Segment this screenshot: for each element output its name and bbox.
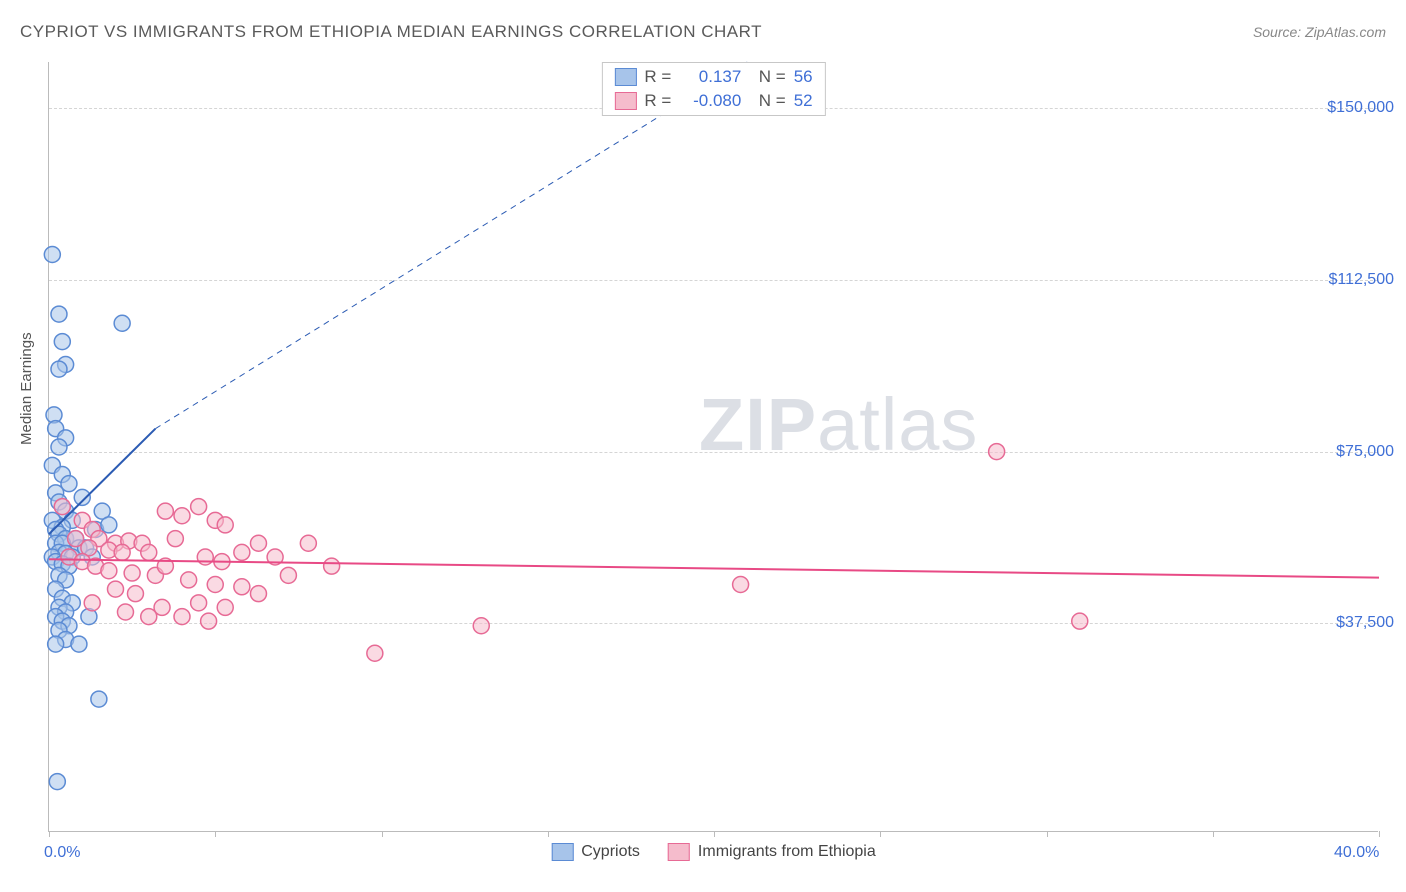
- data-point: [101, 563, 117, 579]
- r-value: -0.080: [679, 91, 741, 111]
- legend-label: Immigrants from Ethiopia: [698, 843, 876, 861]
- data-point: [141, 544, 157, 560]
- data-point: [191, 595, 207, 611]
- legend-swatch: [614, 68, 636, 86]
- data-point: [174, 609, 190, 625]
- data-point: [44, 247, 60, 263]
- data-point: [117, 604, 133, 620]
- data-point: [71, 636, 87, 652]
- data-point: [733, 577, 749, 593]
- data-point: [84, 595, 100, 611]
- n-label: N =: [749, 67, 785, 87]
- data-point: [300, 535, 316, 551]
- trend-line: [49, 559, 1379, 577]
- x-tick-label: 40.0%: [1334, 844, 1379, 862]
- data-point: [280, 567, 296, 583]
- r-label: R =: [644, 67, 671, 87]
- data-point: [234, 544, 250, 560]
- r-label: R =: [644, 91, 671, 111]
- data-point: [217, 517, 233, 533]
- chart-title: CYPRIOT VS IMMIGRANTS FROM ETHIOPIA MEDI…: [20, 22, 762, 42]
- r-value: 0.137: [679, 67, 741, 87]
- data-point: [157, 503, 173, 519]
- data-point: [54, 334, 70, 350]
- legend-swatch: [668, 843, 690, 861]
- data-point: [114, 315, 130, 331]
- data-point: [473, 618, 489, 634]
- data-point: [181, 572, 197, 588]
- y-tick-label: $37,500: [1336, 614, 1394, 632]
- data-point: [191, 499, 207, 515]
- x-tick-label: 0.0%: [44, 844, 80, 862]
- legend-row: R = 0.137 N = 56: [602, 65, 824, 89]
- x-tick: [215, 831, 216, 837]
- data-point: [124, 565, 140, 581]
- data-point: [91, 691, 107, 707]
- y-tick-label: $150,000: [1327, 99, 1394, 117]
- legend-item: Immigrants from Ethiopia: [668, 843, 876, 861]
- y-tick-label: $75,000: [1336, 443, 1394, 461]
- y-axis-label: Median Earnings: [18, 332, 35, 445]
- data-point: [167, 531, 183, 547]
- n-label: N =: [749, 91, 785, 111]
- n-value: 52: [794, 91, 813, 111]
- legend-item: Cypriots: [551, 843, 640, 861]
- n-value: 56: [794, 67, 813, 87]
- x-tick: [382, 831, 383, 837]
- scatter-svg: [49, 62, 1378, 831]
- x-tick: [880, 831, 881, 837]
- data-point: [217, 599, 233, 615]
- data-point: [51, 306, 67, 322]
- data-point: [108, 581, 124, 597]
- data-point: [48, 636, 64, 652]
- data-point: [250, 535, 266, 551]
- y-tick-label: $112,500: [1328, 271, 1394, 289]
- data-point: [324, 558, 340, 574]
- data-point: [367, 645, 383, 661]
- x-tick: [548, 831, 549, 837]
- data-point: [207, 577, 223, 593]
- data-point: [989, 444, 1005, 460]
- series-legend: Cypriots Immigrants from Ethiopia: [551, 843, 876, 861]
- correlation-legend: R = 0.137 N = 56 R = -0.080 N = 52: [601, 62, 825, 116]
- x-tick: [1379, 831, 1380, 837]
- legend-swatch: [551, 843, 573, 861]
- data-point: [1072, 613, 1088, 629]
- data-point: [54, 499, 70, 515]
- data-point: [114, 544, 130, 560]
- chart-source: Source: ZipAtlas.com: [1253, 24, 1386, 40]
- data-point: [141, 609, 157, 625]
- data-point: [127, 586, 143, 602]
- data-point: [101, 517, 117, 533]
- data-point: [174, 508, 190, 524]
- data-point: [49, 774, 65, 790]
- data-point: [234, 579, 250, 595]
- trend-extrapolation: [155, 62, 747, 429]
- data-point: [201, 613, 217, 629]
- x-tick: [1047, 831, 1048, 837]
- legend-label: Cypriots: [581, 843, 640, 861]
- x-tick: [1213, 831, 1214, 837]
- legend-swatch: [614, 92, 636, 110]
- x-tick: [49, 831, 50, 837]
- plot-area: ZIPatlas R =0.137 N =56R =-0.080 N =52 C…: [48, 62, 1378, 832]
- chart-header: CYPRIOT VS IMMIGRANTS FROM ETHIOPIA MEDI…: [20, 22, 1386, 42]
- data-point: [197, 549, 213, 565]
- data-point: [51, 439, 67, 455]
- legend-row: R = -0.080 N = 52: [602, 89, 824, 113]
- data-point: [74, 489, 90, 505]
- x-tick: [714, 831, 715, 837]
- data-point: [250, 586, 266, 602]
- data-point: [51, 361, 67, 377]
